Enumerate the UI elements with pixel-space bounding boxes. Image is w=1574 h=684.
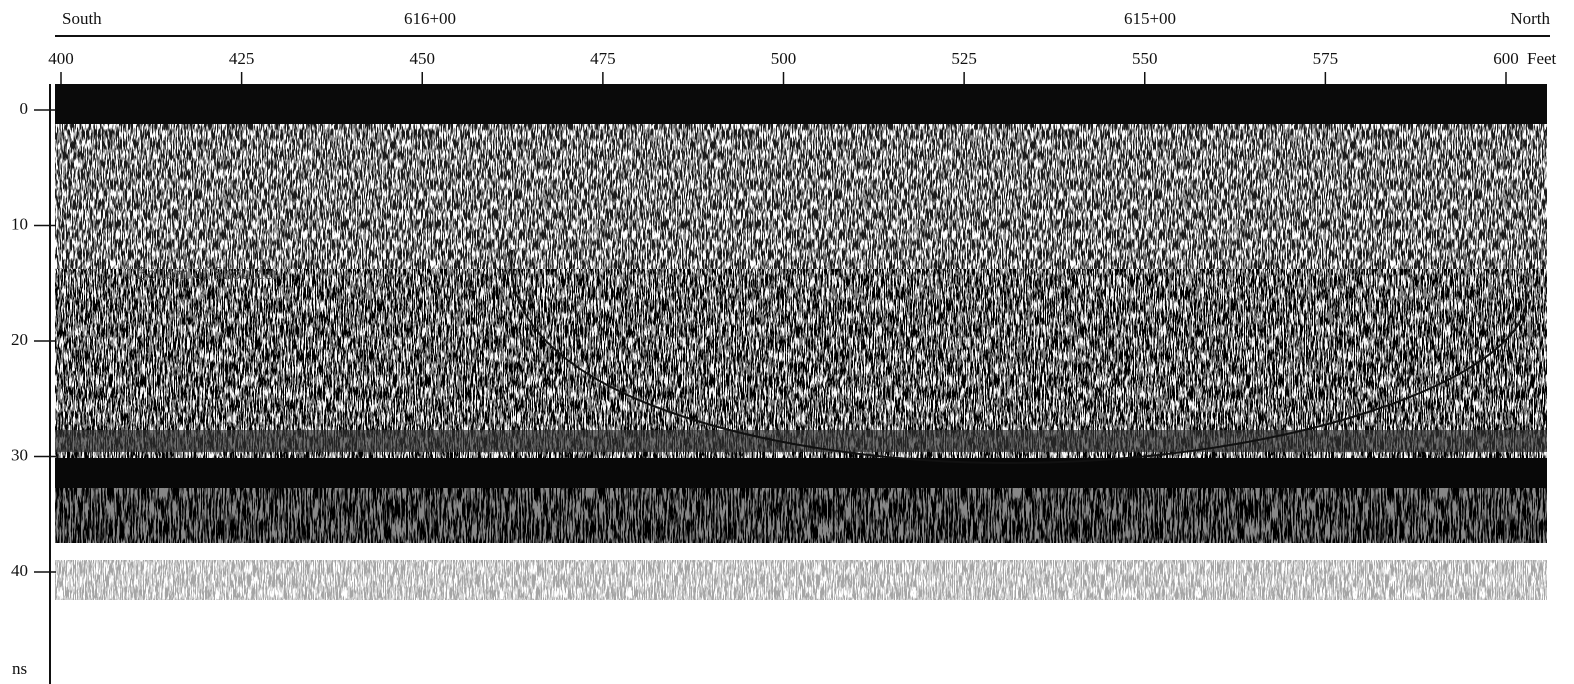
station-label: 616+00 [404,9,456,28]
x-tick-label: 500 [771,49,797,68]
north-label: North [1510,9,1550,28]
y-tick-label: 40 [11,561,28,580]
x-tick-label: 525 [951,49,977,68]
x-tick-label: 575 [1313,49,1339,68]
y-tick-label: 30 [11,445,28,464]
south-label: South [62,9,102,28]
y-tick-label: 20 [11,330,28,349]
station-label: 615+00 [1124,9,1176,28]
x-tick-label: 450 [410,49,436,68]
annotation: Bottom of Shoulder [135,263,278,283]
x-tick-label: 400 [48,49,74,68]
y-unit-label: ns [12,659,27,678]
x-unit-label: Feet [1527,49,1557,68]
x-tick-label: 475 [590,49,616,68]
x-tick-label: 550 [1132,49,1158,68]
y-tick-label: 10 [11,214,28,233]
x-tick-label: 425 [229,49,255,68]
x-tick-label: 600 [1493,49,1519,68]
y-tick-label: 0 [20,99,29,118]
radargram-image [55,84,1547,603]
